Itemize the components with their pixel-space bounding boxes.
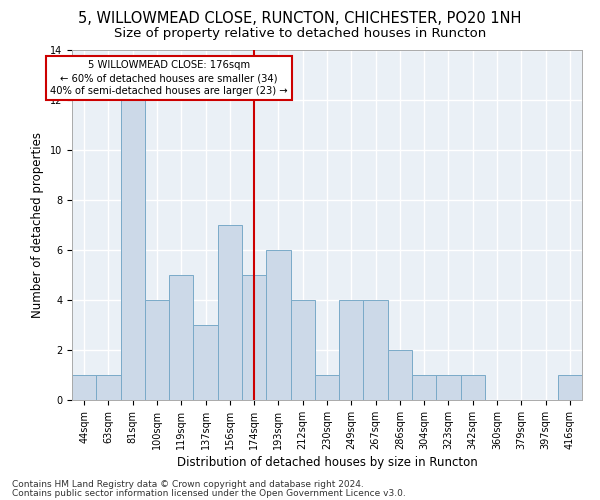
- Bar: [436, 375, 461, 400]
- Bar: [218, 225, 242, 400]
- Text: 5 WILLOWMEAD CLOSE: 176sqm
← 60% of detached houses are smaller (34)
40% of semi: 5 WILLOWMEAD CLOSE: 176sqm ← 60% of deta…: [50, 60, 288, 96]
- Bar: [121, 100, 145, 400]
- Y-axis label: Number of detached properties: Number of detached properties: [31, 132, 44, 318]
- Bar: [315, 375, 339, 400]
- Bar: [145, 300, 169, 400]
- Bar: [364, 300, 388, 400]
- Text: Contains public sector information licensed under the Open Government Licence v3: Contains public sector information licen…: [12, 490, 406, 498]
- Bar: [96, 375, 121, 400]
- Bar: [72, 375, 96, 400]
- Bar: [290, 300, 315, 400]
- X-axis label: Distribution of detached houses by size in Runcton: Distribution of detached houses by size …: [176, 456, 478, 469]
- Bar: [266, 250, 290, 400]
- Text: Contains HM Land Registry data © Crown copyright and database right 2024.: Contains HM Land Registry data © Crown c…: [12, 480, 364, 489]
- Bar: [339, 300, 364, 400]
- Bar: [388, 350, 412, 400]
- Bar: [461, 375, 485, 400]
- Bar: [242, 275, 266, 400]
- Bar: [169, 275, 193, 400]
- Bar: [558, 375, 582, 400]
- Text: 5, WILLOWMEAD CLOSE, RUNCTON, CHICHESTER, PO20 1NH: 5, WILLOWMEAD CLOSE, RUNCTON, CHICHESTER…: [79, 11, 521, 26]
- Bar: [412, 375, 436, 400]
- Text: Size of property relative to detached houses in Runcton: Size of property relative to detached ho…: [114, 28, 486, 40]
- Bar: [193, 325, 218, 400]
